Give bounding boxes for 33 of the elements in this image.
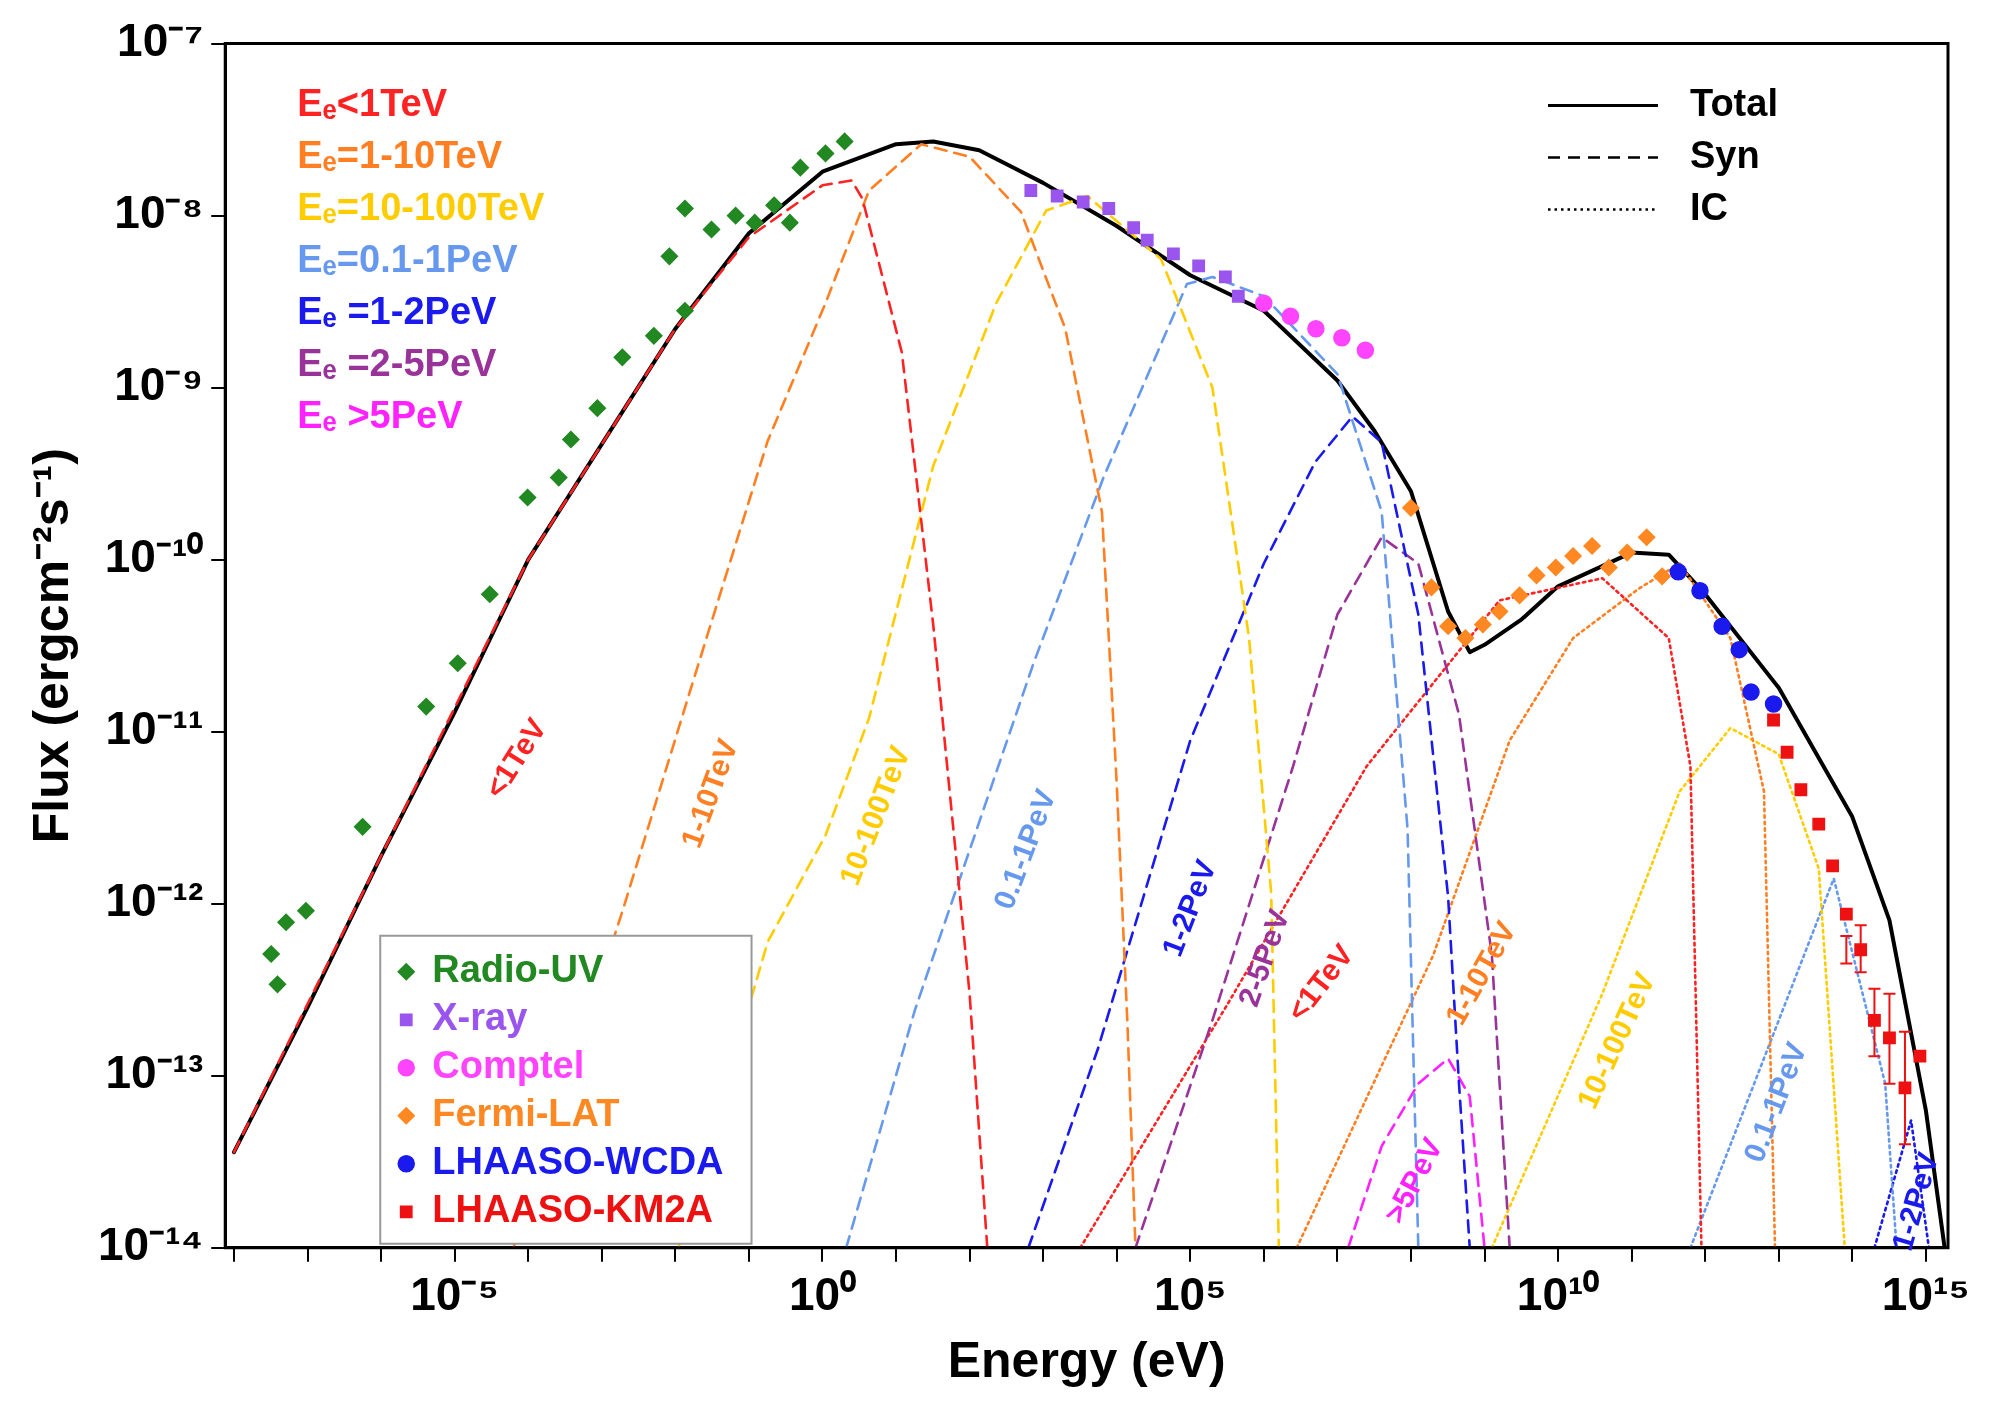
annotation: Eₑ=10-100TeV — [297, 186, 545, 229]
y-tick-label: 10⁻¹⁰ — [104, 530, 204, 583]
x-tick-label: 10¹⁵ — [1881, 1268, 1970, 1321]
x-tick-label: 10⁰ — [788, 1268, 857, 1321]
y-tick-label: 10⁻¹² — [105, 874, 204, 927]
annotation: Eₑ =1-2PeV — [297, 290, 498, 333]
legend-label: Total — [1690, 82, 1778, 125]
y-tick-label: 10⁻¹³ — [105, 1046, 204, 1099]
y-tick-label: 10⁻⁹ — [114, 358, 204, 411]
text: 1-2PeV — [1884, 1148, 1945, 1255]
x-tick-label: 10¹⁰ — [1516, 1268, 1600, 1321]
x-tick-label: 10⁻⁵ — [410, 1268, 500, 1321]
legend-label: LHAASO-KM2A — [432, 1188, 714, 1231]
annotation: Eₑ<1TeV — [297, 82, 448, 125]
y-axis-title: Flux (ergcm⁻²s⁻¹) — [22, 448, 79, 844]
annotation: IC — [1690, 186, 1728, 229]
legend-label: X-ray — [432, 996, 528, 1039]
annotation: Eₑ >5PeV — [297, 394, 464, 437]
x-tick-label: 10⁵ — [1153, 1268, 1227, 1321]
legend-label: Fermi-LAT — [432, 1092, 620, 1135]
legend-label: Radio-UV — [432, 948, 604, 991]
text: 1-2PeV — [1154, 855, 1223, 961]
x-axis-title: Energy (eV) — [947, 1331, 1226, 1388]
y-tick-label: 10⁻⁷ — [117, 14, 204, 67]
annotation: Syn — [1690, 134, 1760, 177]
y-tick-label: 10⁻⁸ — [114, 186, 204, 239]
legend-label: Comptel — [432, 1044, 585, 1087]
legend-label: LHAASO-WCDA — [432, 1140, 724, 1183]
annotation: Eₑ=0.1-1PeV — [297, 238, 519, 281]
y-tick-label: 10⁻¹⁴ — [97, 1218, 204, 1271]
annotation: Eₑ =2-5PeV — [297, 342, 498, 385]
y-tick-label: 10⁻¹¹ — [105, 702, 204, 755]
annotation: Eₑ=1-10TeV — [297, 134, 503, 177]
